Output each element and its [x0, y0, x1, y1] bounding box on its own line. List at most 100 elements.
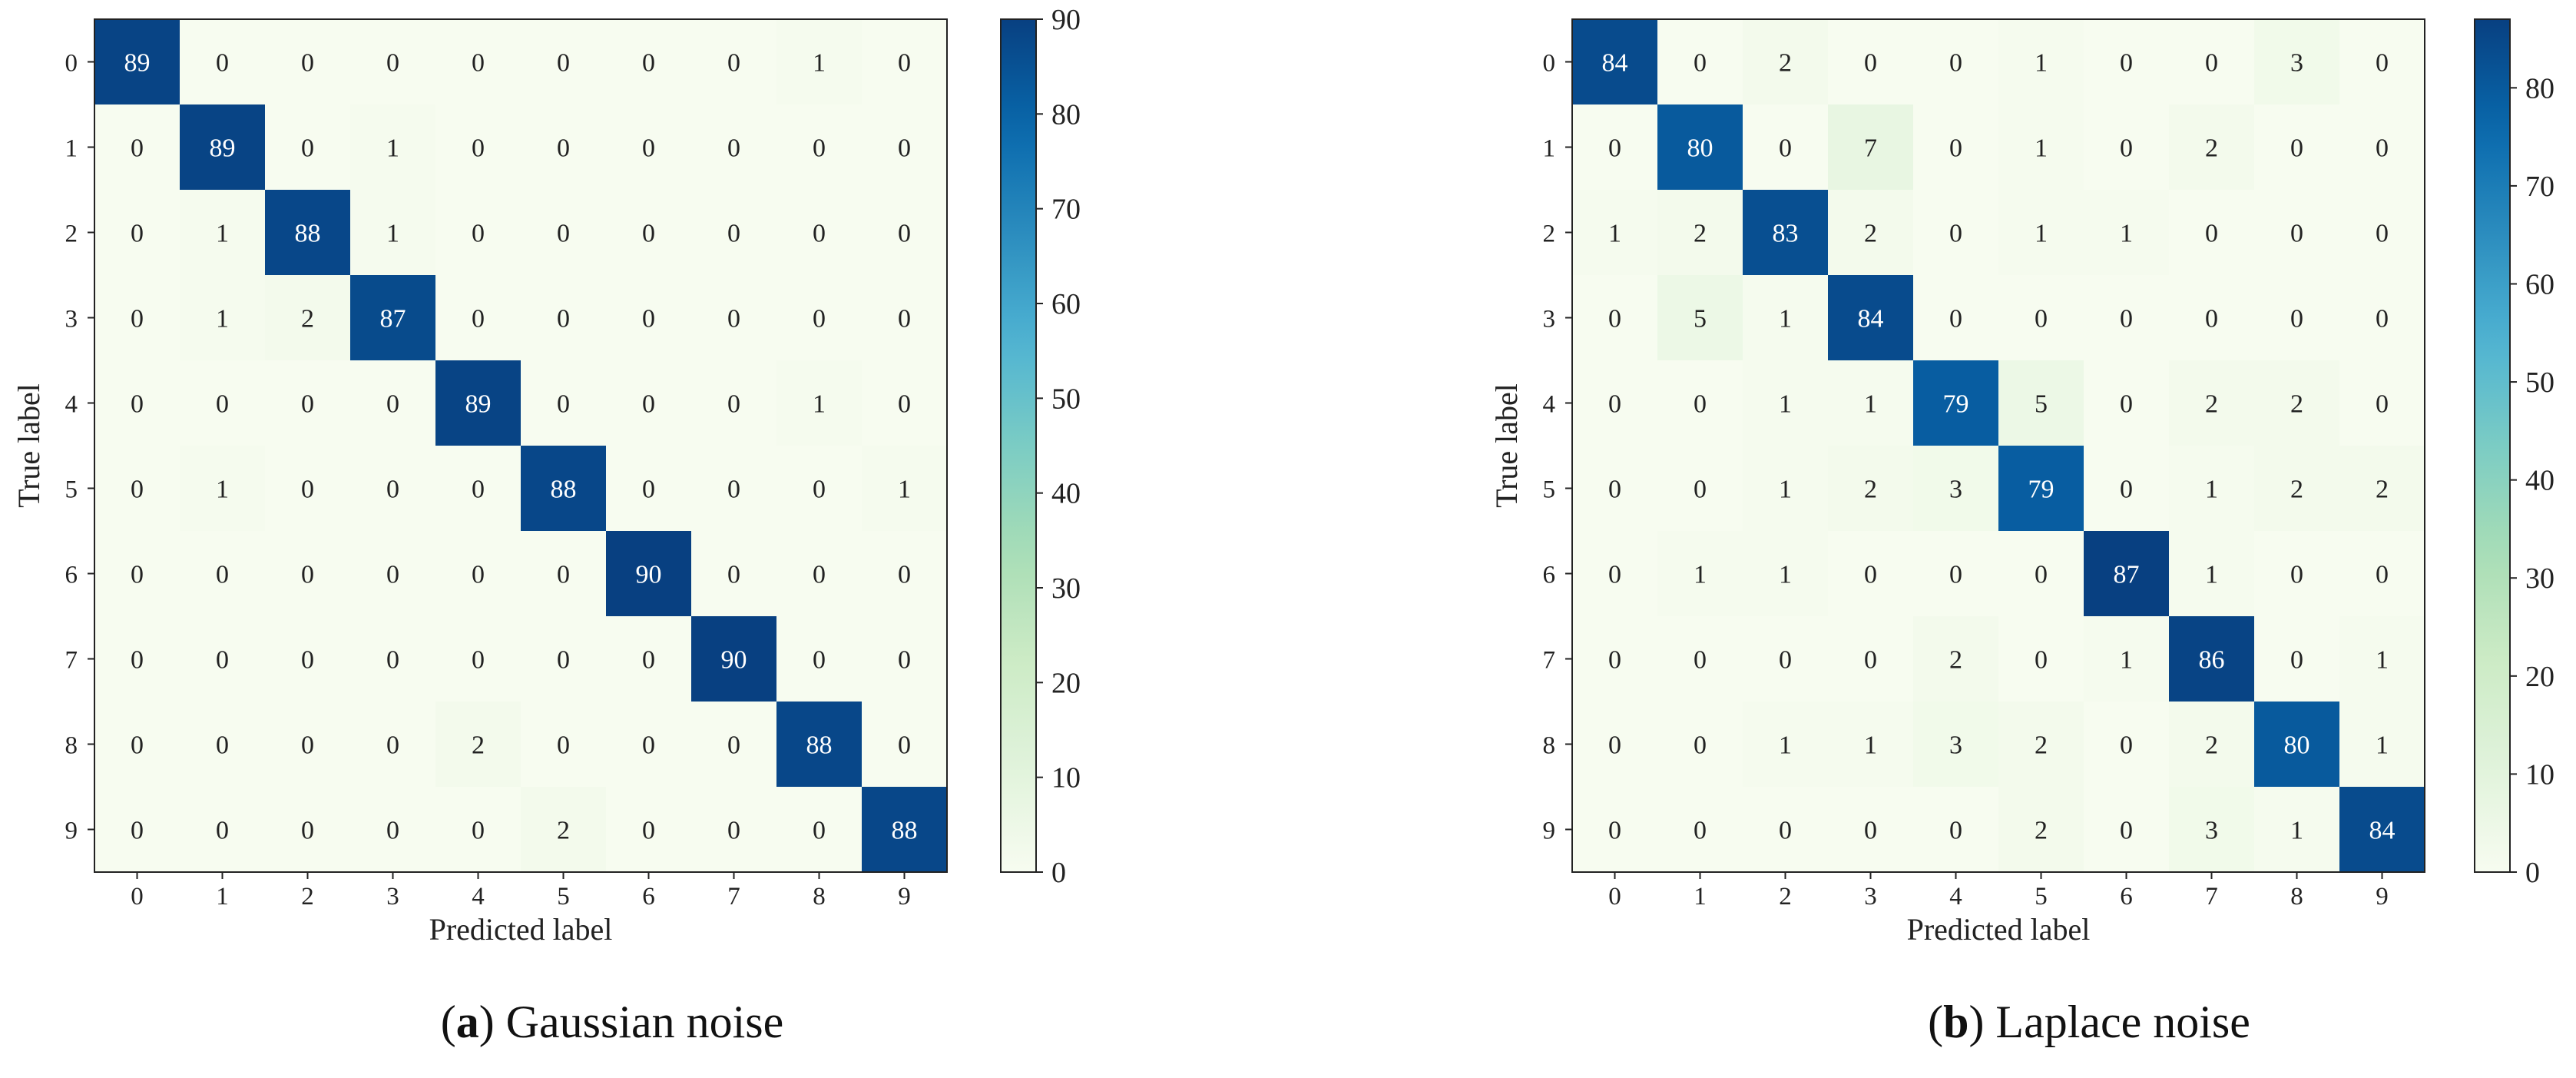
cell-value-label: 0	[216, 390, 229, 419]
heatmap-cell	[1743, 531, 1829, 617]
cell-value-label: 2	[301, 305, 314, 333]
heatmap-cell	[350, 787, 436, 873]
heatmap-cell	[1657, 616, 1743, 702]
heatmap-cell	[2169, 702, 2255, 788]
cell-value-label: 1	[216, 305, 229, 333]
cell-value-label: 2	[1864, 476, 1877, 504]
heatmap-cell	[1998, 360, 2084, 446]
x-tick-label: 4	[472, 883, 485, 910]
heatmap-cell	[1998, 787, 2084, 873]
heatmap-cell	[776, 19, 863, 105]
cell-value-label: 2	[1949, 646, 1962, 675]
heatmap-cell	[1998, 702, 2084, 788]
heatmap-cell	[606, 446, 692, 532]
cell-value-label: 0	[813, 817, 826, 845]
cell-value-label: 0	[216, 731, 229, 760]
heatmap-cell	[435, 19, 521, 105]
x-tick-label: 8	[813, 883, 826, 910]
heatmap-cell	[2169, 190, 2255, 276]
cell-value-label: 5	[1694, 305, 1707, 333]
heatmap-cell	[94, 446, 180, 532]
cell-value-label: 0	[813, 305, 826, 333]
heatmap-cell	[1998, 104, 2084, 191]
colorbar-tick-label: 90	[1051, 4, 1081, 36]
cell-value-label: 84	[2369, 817, 2396, 845]
cell-value-label: 0	[2205, 220, 2218, 248]
heatmap-cell	[2084, 190, 2170, 276]
x-tick-label: 2	[301, 883, 314, 910]
cell-value-label: 0	[727, 731, 740, 760]
cell-value-label: 0	[131, 476, 144, 504]
cell-value-label: 0	[2376, 134, 2389, 163]
cell-value-label: 5	[2035, 390, 2048, 419]
cell-value-label: 0	[557, 646, 570, 675]
y-tick-label: 4	[65, 391, 78, 419]
cell-value-label: 0	[2376, 305, 2389, 333]
y-axis-label: True label	[1489, 383, 1524, 508]
colorbar-tick-label: 70	[2525, 171, 2554, 203]
heatmap-cell	[94, 104, 180, 191]
heatmap-cell	[94, 787, 180, 873]
cell-value-label: 1	[1864, 731, 1877, 760]
cell-value-label: 0	[1608, 817, 1621, 845]
colorbar-tick-label: 50	[2525, 367, 2554, 399]
cell-value-label: 0	[216, 49, 229, 78]
heatmap-cell	[265, 787, 351, 873]
y-tick-label: 0	[65, 50, 78, 78]
x-tick-label: 6	[2120, 883, 2133, 910]
cell-value-label: 0	[898, 561, 911, 589]
heatmap-cell	[776, 446, 863, 532]
cell-value-label: 0	[1694, 49, 1707, 78]
cell-value-label: 0	[386, 731, 399, 760]
cell-value-label: 0	[1949, 220, 1962, 248]
heatmap-cell	[2339, 702, 2425, 788]
cell-value-label: 1	[898, 476, 911, 504]
heatmap-cell	[2339, 360, 2425, 446]
heatmap-cell	[1743, 104, 1829, 191]
heatmap-cell	[94, 616, 180, 702]
cell-value-label: 0	[386, 646, 399, 675]
cell-value-label: 0	[642, 646, 655, 675]
x-tick-label: 0	[1608, 883, 1621, 910]
heatmap-cell	[265, 702, 351, 788]
colorbar-tick-label: 50	[1051, 383, 1081, 415]
x-tick-label: 8	[2290, 883, 2303, 910]
heatmap-cell	[2254, 531, 2340, 617]
colorbar-tick-label: 40	[1051, 478, 1081, 510]
heatmap-cell	[1828, 19, 1914, 105]
cell-value-label: 2	[2205, 731, 2218, 760]
heatmap-cell	[2169, 104, 2255, 191]
heatmap-cell	[2084, 275, 2170, 361]
cell-value-label: 0	[1864, 646, 1877, 675]
cell-value-label: 88	[295, 220, 321, 248]
heatmap-cell	[606, 190, 692, 276]
cell-value-label: 1	[1779, 390, 1792, 419]
heatmap-cell	[606, 19, 692, 105]
heatmap-cell	[1572, 446, 1658, 532]
heatmap-cell	[2084, 360, 2170, 446]
cell-value-label: 0	[557, 731, 570, 760]
cell-value-label: 0	[1694, 476, 1707, 504]
x-axis-label: Predicted label	[1907, 912, 2091, 947]
cell-value-label: 1	[386, 134, 399, 163]
cell-value-label: 0	[472, 220, 485, 248]
heatmap-cell	[606, 787, 692, 873]
heatmap-cell	[606, 702, 692, 788]
heatmap-cell	[776, 531, 863, 617]
cell-value-label: 0	[2035, 305, 2048, 333]
heatmap-cell	[435, 104, 521, 191]
heatmap-cell	[1913, 446, 1999, 532]
cell-value-label: 0	[727, 134, 740, 163]
cell-value-label: 0	[1864, 49, 1877, 78]
heatmap-cell	[2254, 275, 2340, 361]
heatmap-cell	[1998, 275, 2084, 361]
heatmap-cell	[521, 104, 607, 191]
heatmap-cell	[776, 104, 863, 191]
heatmap-cell	[2169, 531, 2255, 617]
cell-value-label: 0	[2290, 134, 2303, 163]
cell-value-label: 0	[131, 390, 144, 419]
heatmap-cell	[94, 702, 180, 788]
cell-value-label: 0	[642, 731, 655, 760]
heatmap-cell	[265, 446, 351, 532]
